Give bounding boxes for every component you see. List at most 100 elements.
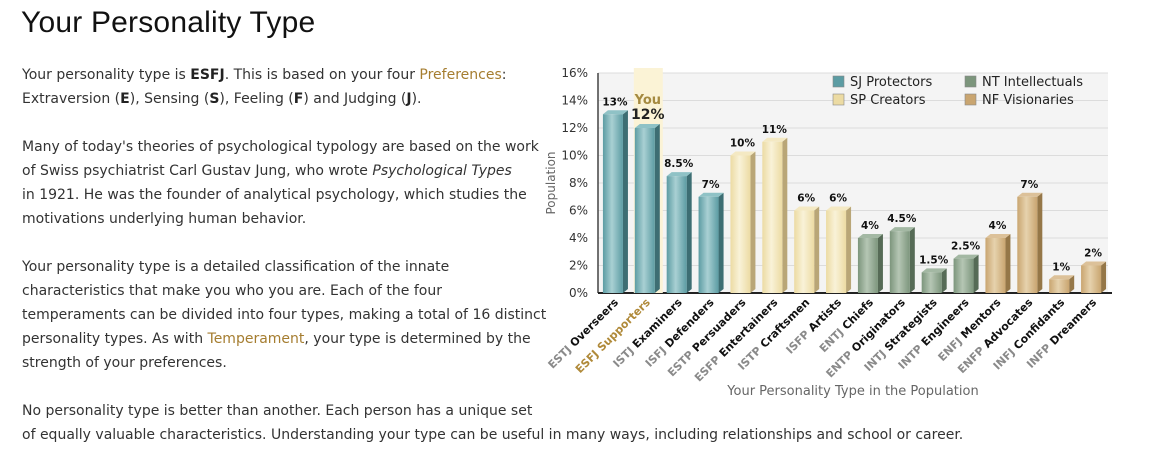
bar-enfp (1017, 196, 1038, 293)
intro-text: ). (411, 91, 422, 107)
bar-top (762, 137, 788, 142)
bar-side (973, 254, 979, 293)
legend-label: SJ Protectors (850, 75, 932, 90)
data-label: 4.5% (887, 213, 917, 225)
paragraph-line: Your personality type is a detailed clas… (22, 259, 450, 275)
bar-side (814, 206, 820, 293)
intro-text: ) and Judging ( (303, 91, 407, 107)
bar-istp (794, 210, 815, 293)
bar-top (857, 234, 883, 238)
bar-top (889, 227, 915, 232)
y-tick-label: 0% (569, 286, 588, 300)
intro-paragraph: Your personality type is ESFJ. This is b… (22, 63, 506, 111)
bar-side (941, 268, 947, 293)
y-tick-label: 2% (569, 259, 588, 273)
paragraph-line: characteristics that make you who you ar… (22, 283, 442, 299)
intro-text: : (501, 67, 507, 83)
bar-top (698, 192, 724, 197)
bar-top (602, 110, 628, 115)
page-title: Your Personality Type (21, 6, 316, 39)
y-tick-label: 12% (561, 121, 588, 135)
bar-entp (889, 231, 910, 293)
legend-swatch (832, 75, 845, 88)
y-axis-title: Population (544, 151, 558, 214)
data-label: 12% (631, 107, 665, 123)
paragraph-line: , your type is determined by the (304, 331, 531, 347)
bar-side (750, 151, 756, 293)
paragraph-line: motivations underlying human behavior. (22, 211, 307, 227)
bar-side (1037, 192, 1043, 293)
data-label: 1.5% (919, 254, 949, 266)
bar-esfj (634, 128, 655, 293)
legend-swatch (964, 93, 977, 106)
bar-entj (857, 238, 878, 293)
personality-type-code: ESFJ (190, 67, 225, 83)
bar-isfj (698, 196, 719, 293)
bar-estj (602, 114, 623, 293)
bar-side (909, 227, 915, 293)
book-title: Psychological Types (372, 163, 512, 179)
data-label: 8.5% (664, 158, 694, 170)
bar-top (666, 172, 692, 177)
bar-enfj (985, 238, 1006, 293)
data-label: 6% (829, 193, 847, 205)
paragraph-line: No personality type is better than anoth… (22, 403, 533, 419)
bar-side (622, 110, 628, 293)
jung-paragraph: Many of today's theories of psychologica… (22, 135, 539, 231)
y-tick-label: 6% (569, 204, 588, 218)
y-tick-label: 16% (561, 66, 588, 80)
bar-infj (1049, 279, 1070, 293)
paragraph-line: of equally valuable characteristics. Und… (22, 427, 964, 443)
bar-top (921, 268, 947, 273)
bar-intj (921, 272, 942, 293)
intro-text: Your personality type is (22, 67, 191, 83)
y-tick-label: 4% (569, 231, 588, 245)
bar-side (782, 137, 788, 293)
preferences-link[interactable]: Preferences (419, 67, 502, 83)
bar-top (1017, 192, 1043, 197)
pref-letter: J (406, 91, 412, 107)
legend-swatch (964, 75, 977, 88)
data-label: 13% (602, 96, 628, 108)
data-label: 2.5% (951, 241, 981, 253)
bar-istj (666, 176, 687, 293)
bar-top (1049, 275, 1075, 280)
legend-label: SP Creators (850, 93, 926, 108)
bar-isfp (826, 210, 847, 293)
intro-text: . This is based on your four (224, 67, 420, 83)
bar-side (877, 234, 883, 293)
you-label: You (634, 93, 661, 108)
paragraph-line: in 1921. He was the founder of analytica… (22, 187, 527, 203)
bar-side (1005, 234, 1011, 293)
data-label: 4% (989, 220, 1007, 232)
temperament-link[interactable]: Temperament (207, 331, 305, 347)
y-tick-label: 10% (561, 149, 588, 163)
legend-swatch (832, 93, 845, 106)
data-label: 11% (762, 124, 788, 136)
bar-side (1101, 261, 1107, 293)
data-label: 4% (861, 220, 879, 232)
data-label: 10% (730, 138, 756, 150)
paragraph-line: of Swiss psychiatrist Carl Gustav Jung, … (22, 163, 373, 179)
classification-paragraph: Your personality type is a detailed clas… (22, 255, 546, 375)
bar-top (1081, 261, 1107, 266)
bar-top (953, 254, 979, 259)
data-label: 7% (1020, 179, 1038, 191)
bar-estp (730, 155, 751, 293)
data-label: 6% (797, 193, 815, 205)
bar-side (1069, 275, 1075, 293)
y-tick-label: 14% (561, 94, 588, 108)
x-axis-title: Your Personality Type in the Population (726, 384, 978, 399)
intro-text: Extraversion ( (22, 91, 121, 107)
bar-top (826, 206, 852, 211)
pref-letter: F (293, 91, 304, 107)
personality-population-chart: 0%2%4%6%8%10%12%14%16%13%ESTJ OverseersY… (544, 66, 1112, 399)
bar-infp (1081, 265, 1102, 293)
bar-side (686, 172, 692, 293)
closing-paragraph: No personality type is better than anoth… (22, 399, 963, 447)
y-tick-label: 8% (569, 176, 588, 190)
data-label: 7% (702, 179, 720, 191)
intro-text: ), Sensing ( (129, 91, 210, 107)
data-label: 1% (1052, 261, 1070, 273)
paragraph-line: temperaments can be divided into four ty… (22, 307, 547, 323)
